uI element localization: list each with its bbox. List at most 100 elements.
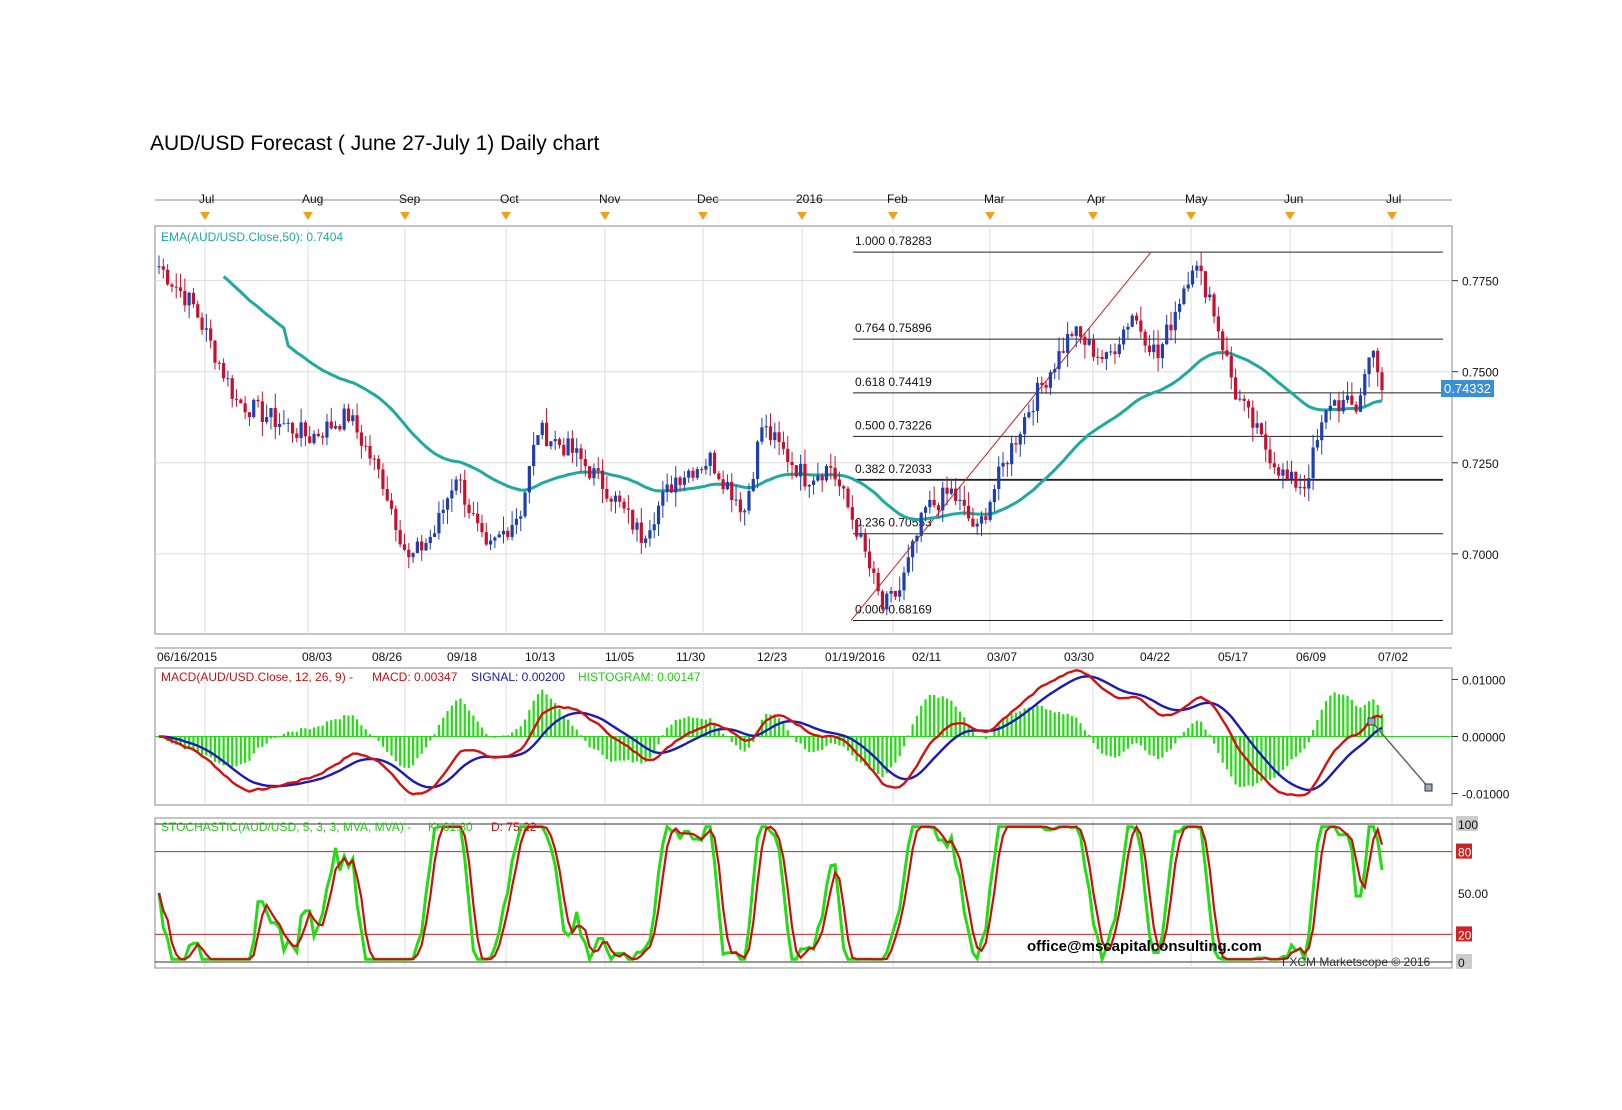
candle-body xyxy=(1014,443,1018,445)
candle-body xyxy=(523,492,527,517)
candle-body xyxy=(799,463,803,477)
candle-body xyxy=(588,466,592,479)
candle-body xyxy=(992,489,997,503)
candle-body xyxy=(902,572,906,591)
candlesticks xyxy=(157,252,1384,616)
candle-body xyxy=(777,432,781,443)
candle-body xyxy=(988,502,992,520)
candle-body xyxy=(1345,395,1350,400)
candle-body xyxy=(842,486,846,489)
date-label: 03/07 xyxy=(987,650,1017,664)
candle-body xyxy=(407,549,411,558)
candle-body xyxy=(226,378,230,380)
candle-body xyxy=(252,399,256,418)
candle-body xyxy=(945,487,949,494)
candle-body xyxy=(885,593,889,610)
candle-body xyxy=(1324,410,1328,423)
stoch-tick-bg xyxy=(1456,816,1478,831)
bottom-date-axis: 06/16/2015 08/03 08/26 09/18 10/13 11/05 11/30… xyxy=(157,650,1408,664)
candle-body xyxy=(1100,356,1104,359)
candle-body xyxy=(346,408,351,422)
date-label: 02/11 xyxy=(912,650,941,664)
candle-body xyxy=(699,469,704,471)
candle-body xyxy=(631,509,635,530)
candle-body xyxy=(712,452,717,474)
candle-body xyxy=(1380,372,1384,391)
candle-body xyxy=(1285,469,1289,480)
price-axis: 0.7750 0.7500 0.7250 0.7000 xyxy=(1452,275,1499,562)
candle-body xyxy=(282,423,286,425)
candle-body xyxy=(1096,356,1100,358)
candle-body xyxy=(1113,351,1117,355)
candle-body xyxy=(626,508,630,510)
candle-body xyxy=(1057,351,1061,370)
candle-body xyxy=(532,444,536,467)
candle-body xyxy=(1238,398,1242,400)
candle-body xyxy=(1048,372,1053,388)
candle-body xyxy=(1212,294,1216,317)
candle-body xyxy=(773,432,777,441)
fib-label: 0.000 0.68169 xyxy=(855,603,932,617)
candle-body xyxy=(605,488,609,499)
candle-body xyxy=(682,477,686,485)
candle-body xyxy=(174,286,178,288)
candle-body xyxy=(536,435,540,445)
stoch-tick-label: 100 xyxy=(1458,818,1478,832)
candle-body xyxy=(497,534,501,538)
fib-label: 0.618 0.74419 xyxy=(855,375,932,389)
candle-body xyxy=(1294,471,1298,488)
candle-body xyxy=(557,439,562,445)
candle-body xyxy=(333,425,338,429)
candle-body xyxy=(1289,471,1294,480)
candle-body xyxy=(471,513,475,515)
candle-body xyxy=(200,317,204,330)
macd-tick-label: 0.00000 xyxy=(1462,731,1506,745)
month-marker xyxy=(698,212,708,220)
month-marker xyxy=(400,212,410,220)
candle-body xyxy=(1074,326,1078,336)
stoch-tick-label: 20 xyxy=(1458,928,1472,942)
stoch-tick-bg xyxy=(1456,954,1472,969)
candle-body xyxy=(592,468,596,479)
candle-body xyxy=(691,470,695,478)
month-label: Nov xyxy=(599,192,620,206)
candle-body xyxy=(575,448,579,453)
candle-body xyxy=(1315,440,1320,448)
candle-body xyxy=(962,499,966,506)
candle-body xyxy=(936,505,941,511)
candle-body xyxy=(600,470,605,489)
month-marker xyxy=(1387,212,1397,220)
month-label: Oct xyxy=(500,192,519,206)
contact-email[interactable]: office@mscapitalconsulting.com xyxy=(1027,938,1262,955)
candle-body xyxy=(501,530,506,535)
candle-body xyxy=(1091,338,1096,357)
candle-body xyxy=(639,522,643,543)
candle-body xyxy=(1178,303,1182,312)
candle-body xyxy=(898,590,902,597)
candle-body xyxy=(932,499,936,506)
month-marker xyxy=(200,212,210,220)
candle-body xyxy=(364,445,368,447)
date-label: 05/17 xyxy=(1218,650,1248,664)
candle-body xyxy=(1242,398,1246,401)
candle-body xyxy=(381,469,385,489)
candle-body xyxy=(1061,351,1065,353)
candle-body xyxy=(966,505,971,519)
candle-body xyxy=(303,422,308,437)
candle-body xyxy=(191,292,196,305)
macd-signal-line xyxy=(158,675,1383,792)
macd-projection-end xyxy=(1424,783,1433,792)
candle-body xyxy=(1371,350,1375,358)
candle-body xyxy=(372,458,376,460)
candle-body xyxy=(256,399,260,402)
stoch-k-line xyxy=(157,824,1384,965)
stoch-d-line xyxy=(157,824,1384,961)
candle-body xyxy=(1354,404,1358,412)
candle-body xyxy=(949,488,953,494)
candle-body xyxy=(786,448,790,463)
candle-body xyxy=(583,459,587,467)
candle-body xyxy=(872,568,876,573)
candle-body xyxy=(484,532,488,545)
candle-body xyxy=(1040,382,1044,385)
candle-body xyxy=(325,421,329,438)
